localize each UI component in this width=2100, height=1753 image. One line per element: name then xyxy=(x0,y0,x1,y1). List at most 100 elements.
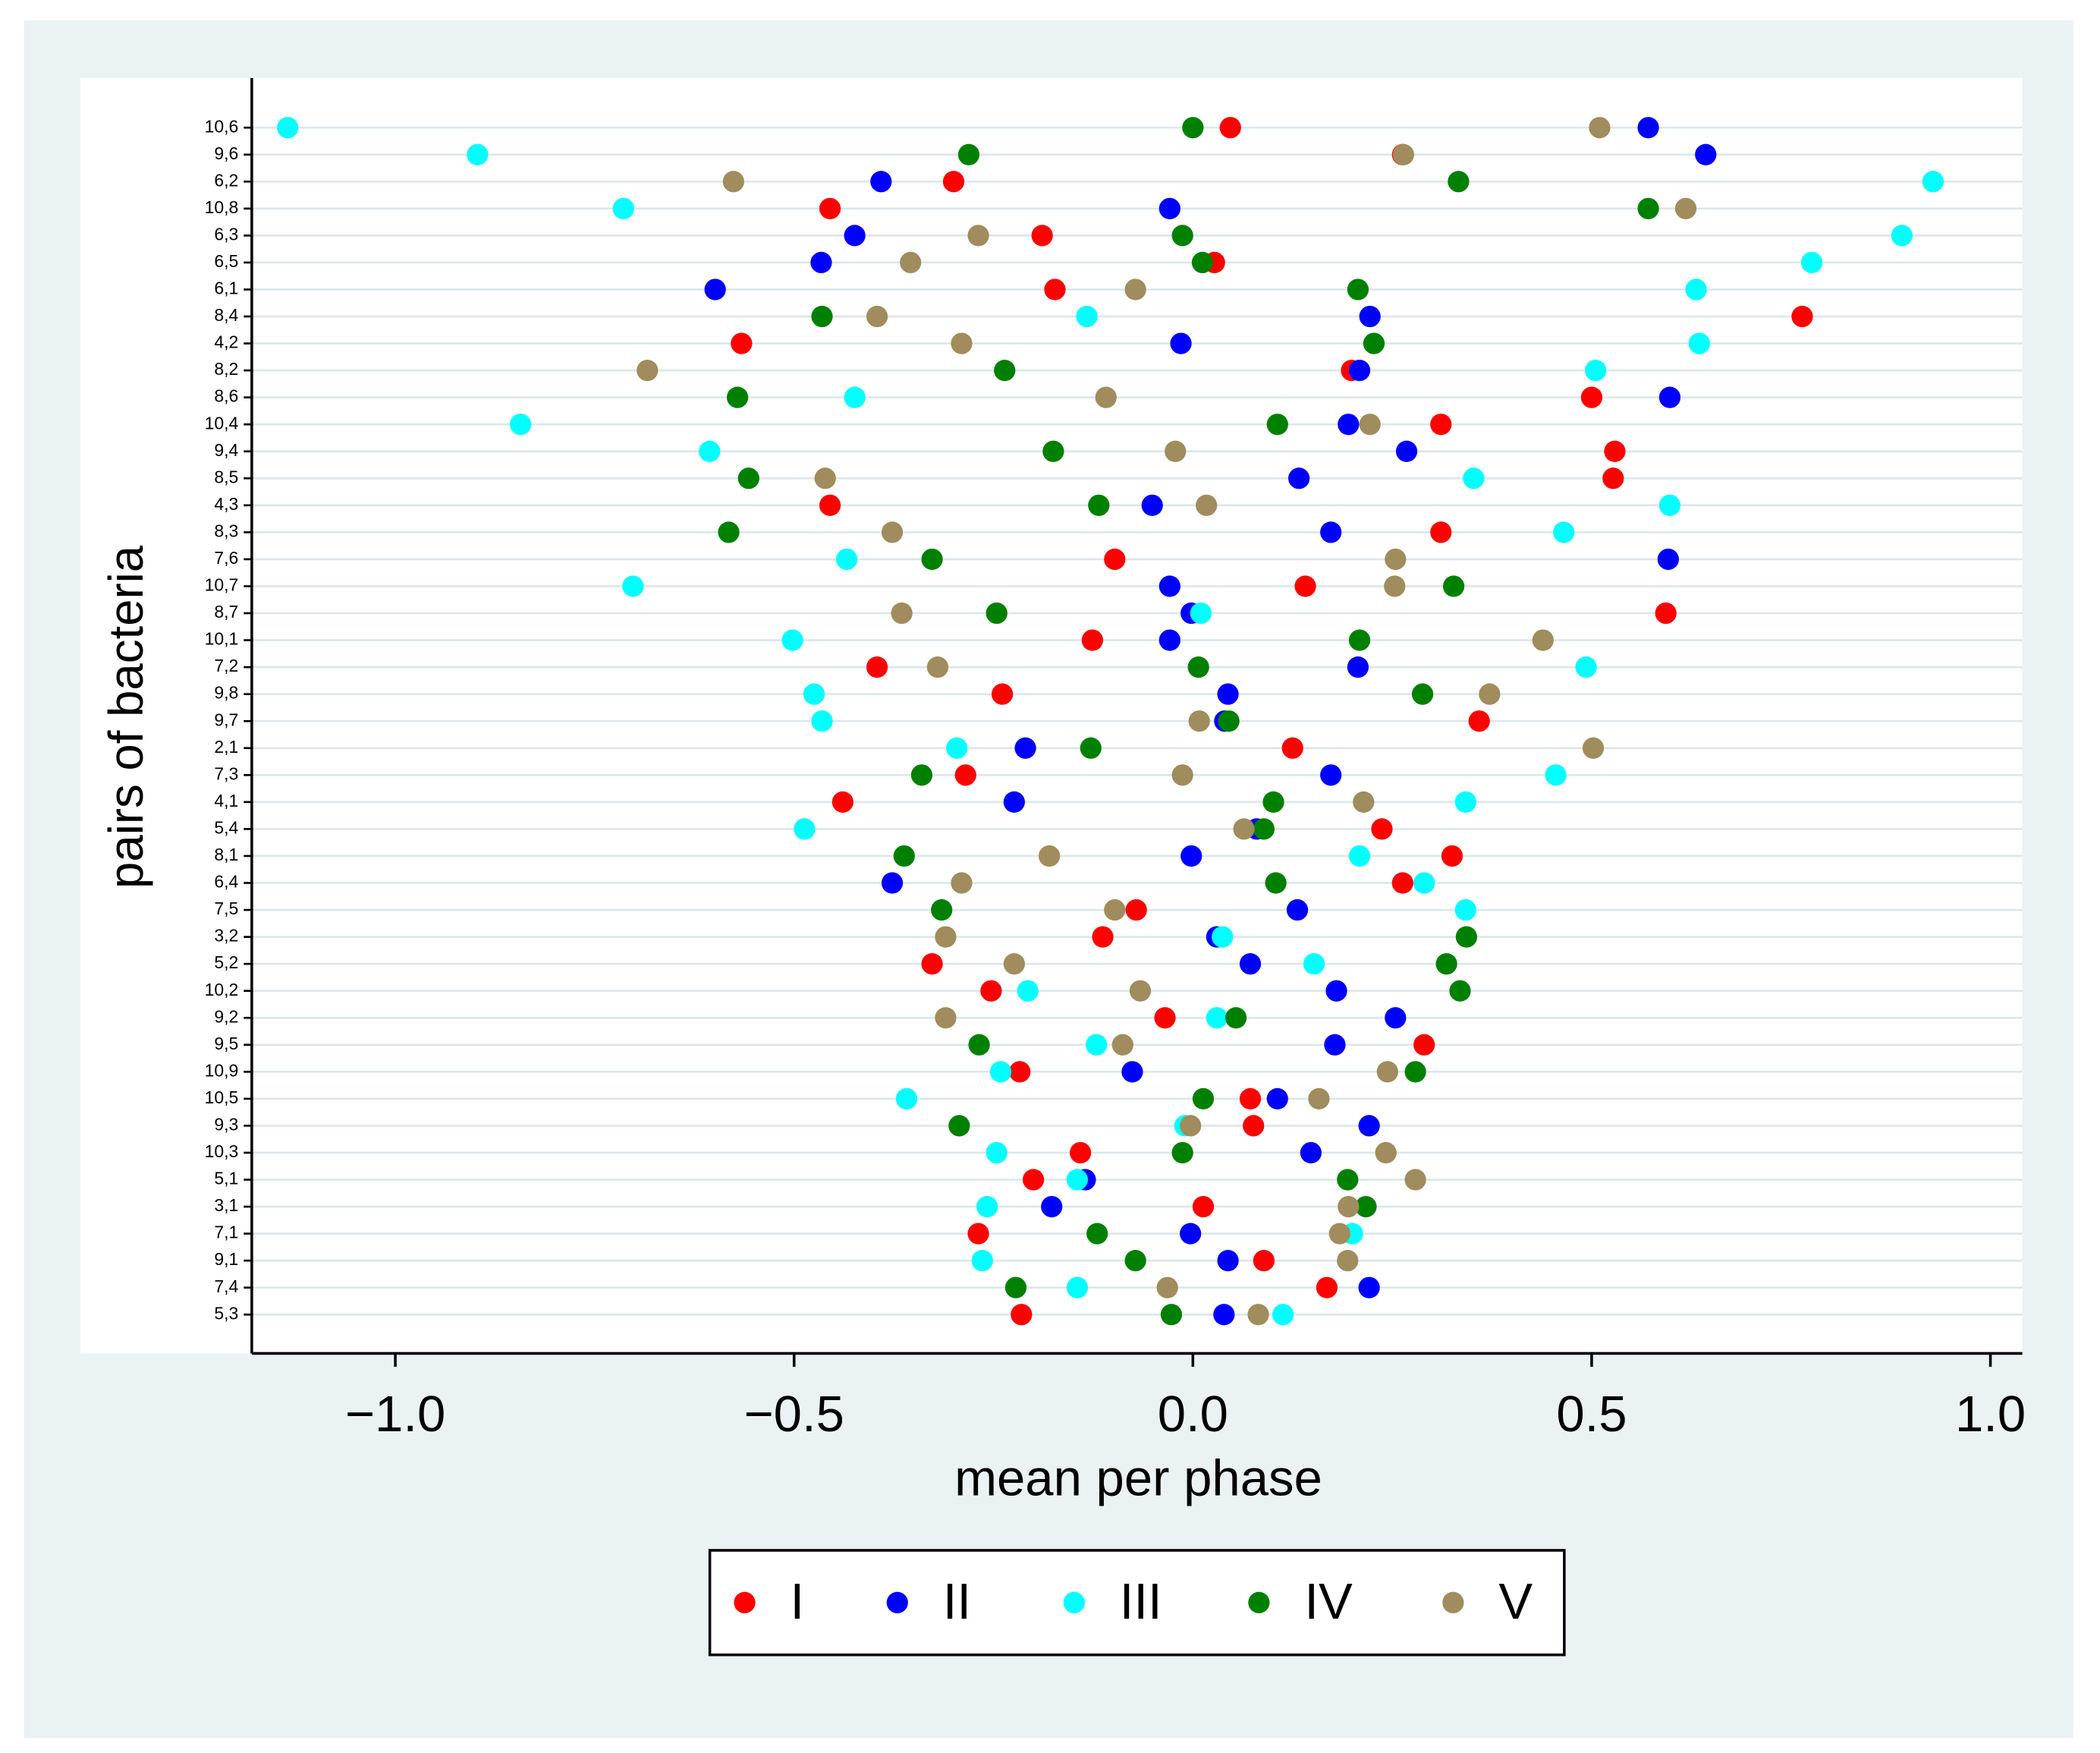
dot xyxy=(951,872,973,894)
dot xyxy=(1042,440,1064,462)
dot xyxy=(967,1223,989,1245)
y-tick-label: 10,8 xyxy=(205,197,239,217)
dot xyxy=(699,440,721,462)
y-tick-label: 8,1 xyxy=(214,845,238,864)
dot xyxy=(811,305,833,328)
dot xyxy=(1044,279,1066,301)
dot xyxy=(1391,872,1413,894)
dot xyxy=(731,332,753,354)
dot xyxy=(1243,1115,1265,1137)
dot xyxy=(971,1250,993,1272)
dot xyxy=(1022,1169,1045,1191)
dot xyxy=(1095,386,1117,408)
dot xyxy=(1338,414,1360,436)
dot xyxy=(1442,575,1465,597)
dot xyxy=(1375,1141,1397,1164)
dot xyxy=(1272,1304,1294,1326)
dot xyxy=(1448,171,1470,193)
y-tick-label: 4,2 xyxy=(214,332,238,352)
dot xyxy=(1454,791,1476,813)
dot xyxy=(1363,332,1385,354)
dot xyxy=(1685,279,1707,301)
dot xyxy=(1281,737,1303,759)
dot xyxy=(1637,197,1659,219)
x-tick-label: 0.5 xyxy=(1556,1386,1627,1443)
x-tick-label: 1.0 xyxy=(1955,1386,2026,1443)
dot xyxy=(1160,1304,1183,1326)
dot xyxy=(1265,872,1287,894)
dot xyxy=(954,764,976,786)
dot xyxy=(1582,737,1605,759)
dot xyxy=(893,845,915,867)
x-tick-label: −0.5 xyxy=(744,1386,844,1443)
dot xyxy=(1191,251,1214,274)
dot xyxy=(1800,251,1823,274)
dot xyxy=(1141,494,1163,516)
dot xyxy=(811,710,833,732)
dot xyxy=(948,1115,970,1137)
y-tick-label: 6,5 xyxy=(214,251,238,271)
y-tick-label: 10,6 xyxy=(205,116,239,136)
dot xyxy=(277,117,299,139)
dot xyxy=(1086,1034,1108,1056)
dot xyxy=(1435,953,1457,975)
dot xyxy=(1004,1276,1027,1298)
y-tick-label: 9,4 xyxy=(214,440,238,460)
y-tick-label: 6,4 xyxy=(214,872,238,892)
dot xyxy=(1337,1169,1359,1191)
dot xyxy=(1347,656,1369,678)
dot xyxy=(1171,1141,1193,1164)
dot xyxy=(1324,1034,1346,1056)
dot xyxy=(1233,818,1255,840)
dot xyxy=(1308,1087,1330,1110)
y-tick-label: 8,5 xyxy=(214,467,238,486)
dot xyxy=(1041,1195,1063,1218)
dot xyxy=(1158,575,1180,597)
dot xyxy=(1038,845,1061,867)
y-tick-label: 3,1 xyxy=(214,1195,238,1215)
dot xyxy=(1124,1250,1146,1272)
dot xyxy=(1224,1007,1247,1029)
y-tick-label: 7,2 xyxy=(214,656,238,675)
dot xyxy=(991,683,1014,705)
dot xyxy=(1239,953,1262,975)
dot xyxy=(1217,1250,1239,1272)
dot xyxy=(1791,305,1813,328)
y-tick-label: 9,6 xyxy=(214,143,238,163)
dot xyxy=(1031,225,1053,247)
dot xyxy=(1585,359,1607,382)
dot xyxy=(1404,1169,1426,1191)
dot xyxy=(1017,980,1039,1002)
dot xyxy=(968,1034,990,1056)
dot xyxy=(1180,1115,1202,1137)
dot xyxy=(951,332,973,354)
dot xyxy=(1454,899,1476,921)
dot xyxy=(1253,818,1275,840)
y-tick-label: 10,5 xyxy=(205,1087,239,1107)
dot xyxy=(1602,467,1624,489)
dot xyxy=(1218,710,1240,732)
dot xyxy=(1080,737,1102,759)
dot xyxy=(1288,467,1310,489)
dot xyxy=(976,1195,998,1218)
dot xyxy=(1479,683,1501,705)
dot xyxy=(1658,494,1681,516)
plot-region xyxy=(80,77,2023,1354)
dot xyxy=(989,1061,1012,1083)
y-tick-label: 5,3 xyxy=(214,1303,238,1323)
dot xyxy=(986,602,1008,625)
dot xyxy=(1066,1276,1089,1298)
y-tick-label: 6,3 xyxy=(214,224,238,244)
dot xyxy=(1320,764,1342,786)
dot xyxy=(819,197,841,219)
dot xyxy=(1395,440,1418,462)
dot xyxy=(1320,521,1342,543)
dot xyxy=(1124,279,1146,301)
dot xyxy=(1385,1007,1407,1029)
dot xyxy=(1253,1250,1275,1272)
dot xyxy=(704,279,726,301)
dot xyxy=(622,575,644,597)
dot xyxy=(1353,791,1375,813)
dot xyxy=(866,305,888,328)
